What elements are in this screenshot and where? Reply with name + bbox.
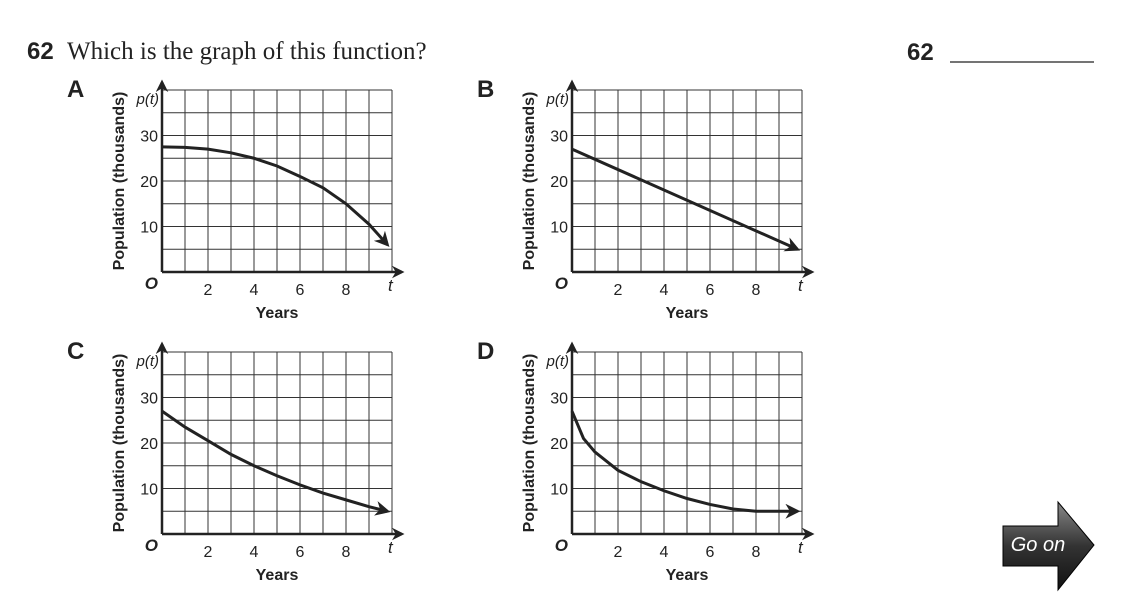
x-variable: t: [798, 276, 804, 295]
question-text: Which is the graph of this function?: [67, 38, 427, 65]
x-axis-label: Years: [666, 567, 709, 584]
go-on-button[interactable]: Go on: [1002, 500, 1095, 592]
y-tick-label: 20: [550, 436, 568, 453]
y-axis-label: Population (thousands): [521, 92, 538, 271]
y-axis-label: Population (thousands): [521, 354, 538, 533]
y-variable: p(t): [136, 353, 160, 370]
panel-label: A: [67, 76, 84, 103]
x-variable: t: [388, 276, 394, 295]
go-on-label[interactable]: Go on: [1011, 534, 1065, 556]
curve: [161, 145, 390, 247]
x-tick-label: 6: [706, 544, 715, 561]
origin-label: O: [145, 274, 158, 293]
x-tick-label: 4: [660, 282, 669, 299]
y-tick-label: 30: [550, 129, 568, 146]
x-tick-label: 8: [342, 544, 351, 561]
question-number: 62: [27, 38, 54, 65]
x-variable: t: [798, 538, 804, 557]
panel-label: D: [477, 338, 494, 365]
y-tick-label: 10: [140, 220, 158, 237]
x-tick-label: 6: [706, 282, 715, 299]
x-tick-label: 6: [296, 282, 305, 299]
panel-label: B: [477, 76, 494, 103]
answer-number: 62: [907, 39, 934, 66]
curve: [161, 409, 391, 516]
curve: [571, 147, 801, 252]
curve: [570, 410, 801, 519]
graph: 10 20 30 2 4 6 8 A Population (thousands) p(t) t O Y…: [67, 76, 405, 322]
x-tick-label: 8: [752, 282, 761, 299]
y-tick-label: 30: [140, 129, 158, 146]
y-tick-label: 20: [550, 174, 568, 191]
y-tick-label: 20: [140, 436, 158, 453]
x-tick-label: 2: [614, 544, 623, 561]
origin-label: O: [555, 274, 568, 293]
panel-label: C: [67, 338, 84, 365]
y-tick-label: 10: [140, 482, 158, 499]
x-axis-label: Years: [256, 305, 299, 322]
y-tick-label: 30: [550, 391, 568, 408]
y-variable: p(t): [136, 91, 160, 108]
y-variable: p(t): [546, 91, 570, 108]
x-tick-label: 4: [250, 282, 259, 299]
x-tick-label: 2: [204, 282, 213, 299]
x-tick-label: 4: [250, 544, 259, 561]
y-variable: p(t): [546, 353, 570, 370]
x-tick-label: 6: [296, 544, 305, 561]
x-tick-label: 8: [752, 544, 761, 561]
x-tick-label: 8: [342, 282, 351, 299]
x-axis-label: Years: [256, 567, 299, 584]
x-axis-label: Years: [666, 305, 709, 322]
x-tick-label: 2: [614, 282, 623, 299]
x-variable: t: [388, 538, 394, 557]
x-tick-label: 4: [660, 544, 669, 561]
y-tick-label: 10: [550, 220, 568, 237]
y-tick-label: 10: [550, 482, 568, 499]
y-tick-label: 20: [140, 174, 158, 191]
origin-label: O: [145, 536, 158, 555]
x-tick-label: 2: [204, 544, 213, 561]
go-on-arrow[interactable]: [1002, 500, 1095, 592]
graph: 10 20 30 2 4 6 8 C Population (thousands) p(t) t O Y…: [67, 338, 405, 584]
y-axis-label: Population (thousands): [111, 354, 128, 533]
y-tick-label: 30: [140, 391, 158, 408]
charts: 10 20 30 2 4 6 8 A Population (thousands) p(t) t O Y…: [67, 76, 815, 584]
graph: 10 20 30 2 4 6 8 B Population (thousands) p(t) t O Y…: [477, 76, 815, 322]
y-axis-label: Population (thousands): [111, 92, 128, 271]
graph: 10 20 30 2 4 6 8 D Population (thousands) p(t) t O Y…: [477, 338, 815, 584]
origin-label: O: [555, 536, 568, 555]
